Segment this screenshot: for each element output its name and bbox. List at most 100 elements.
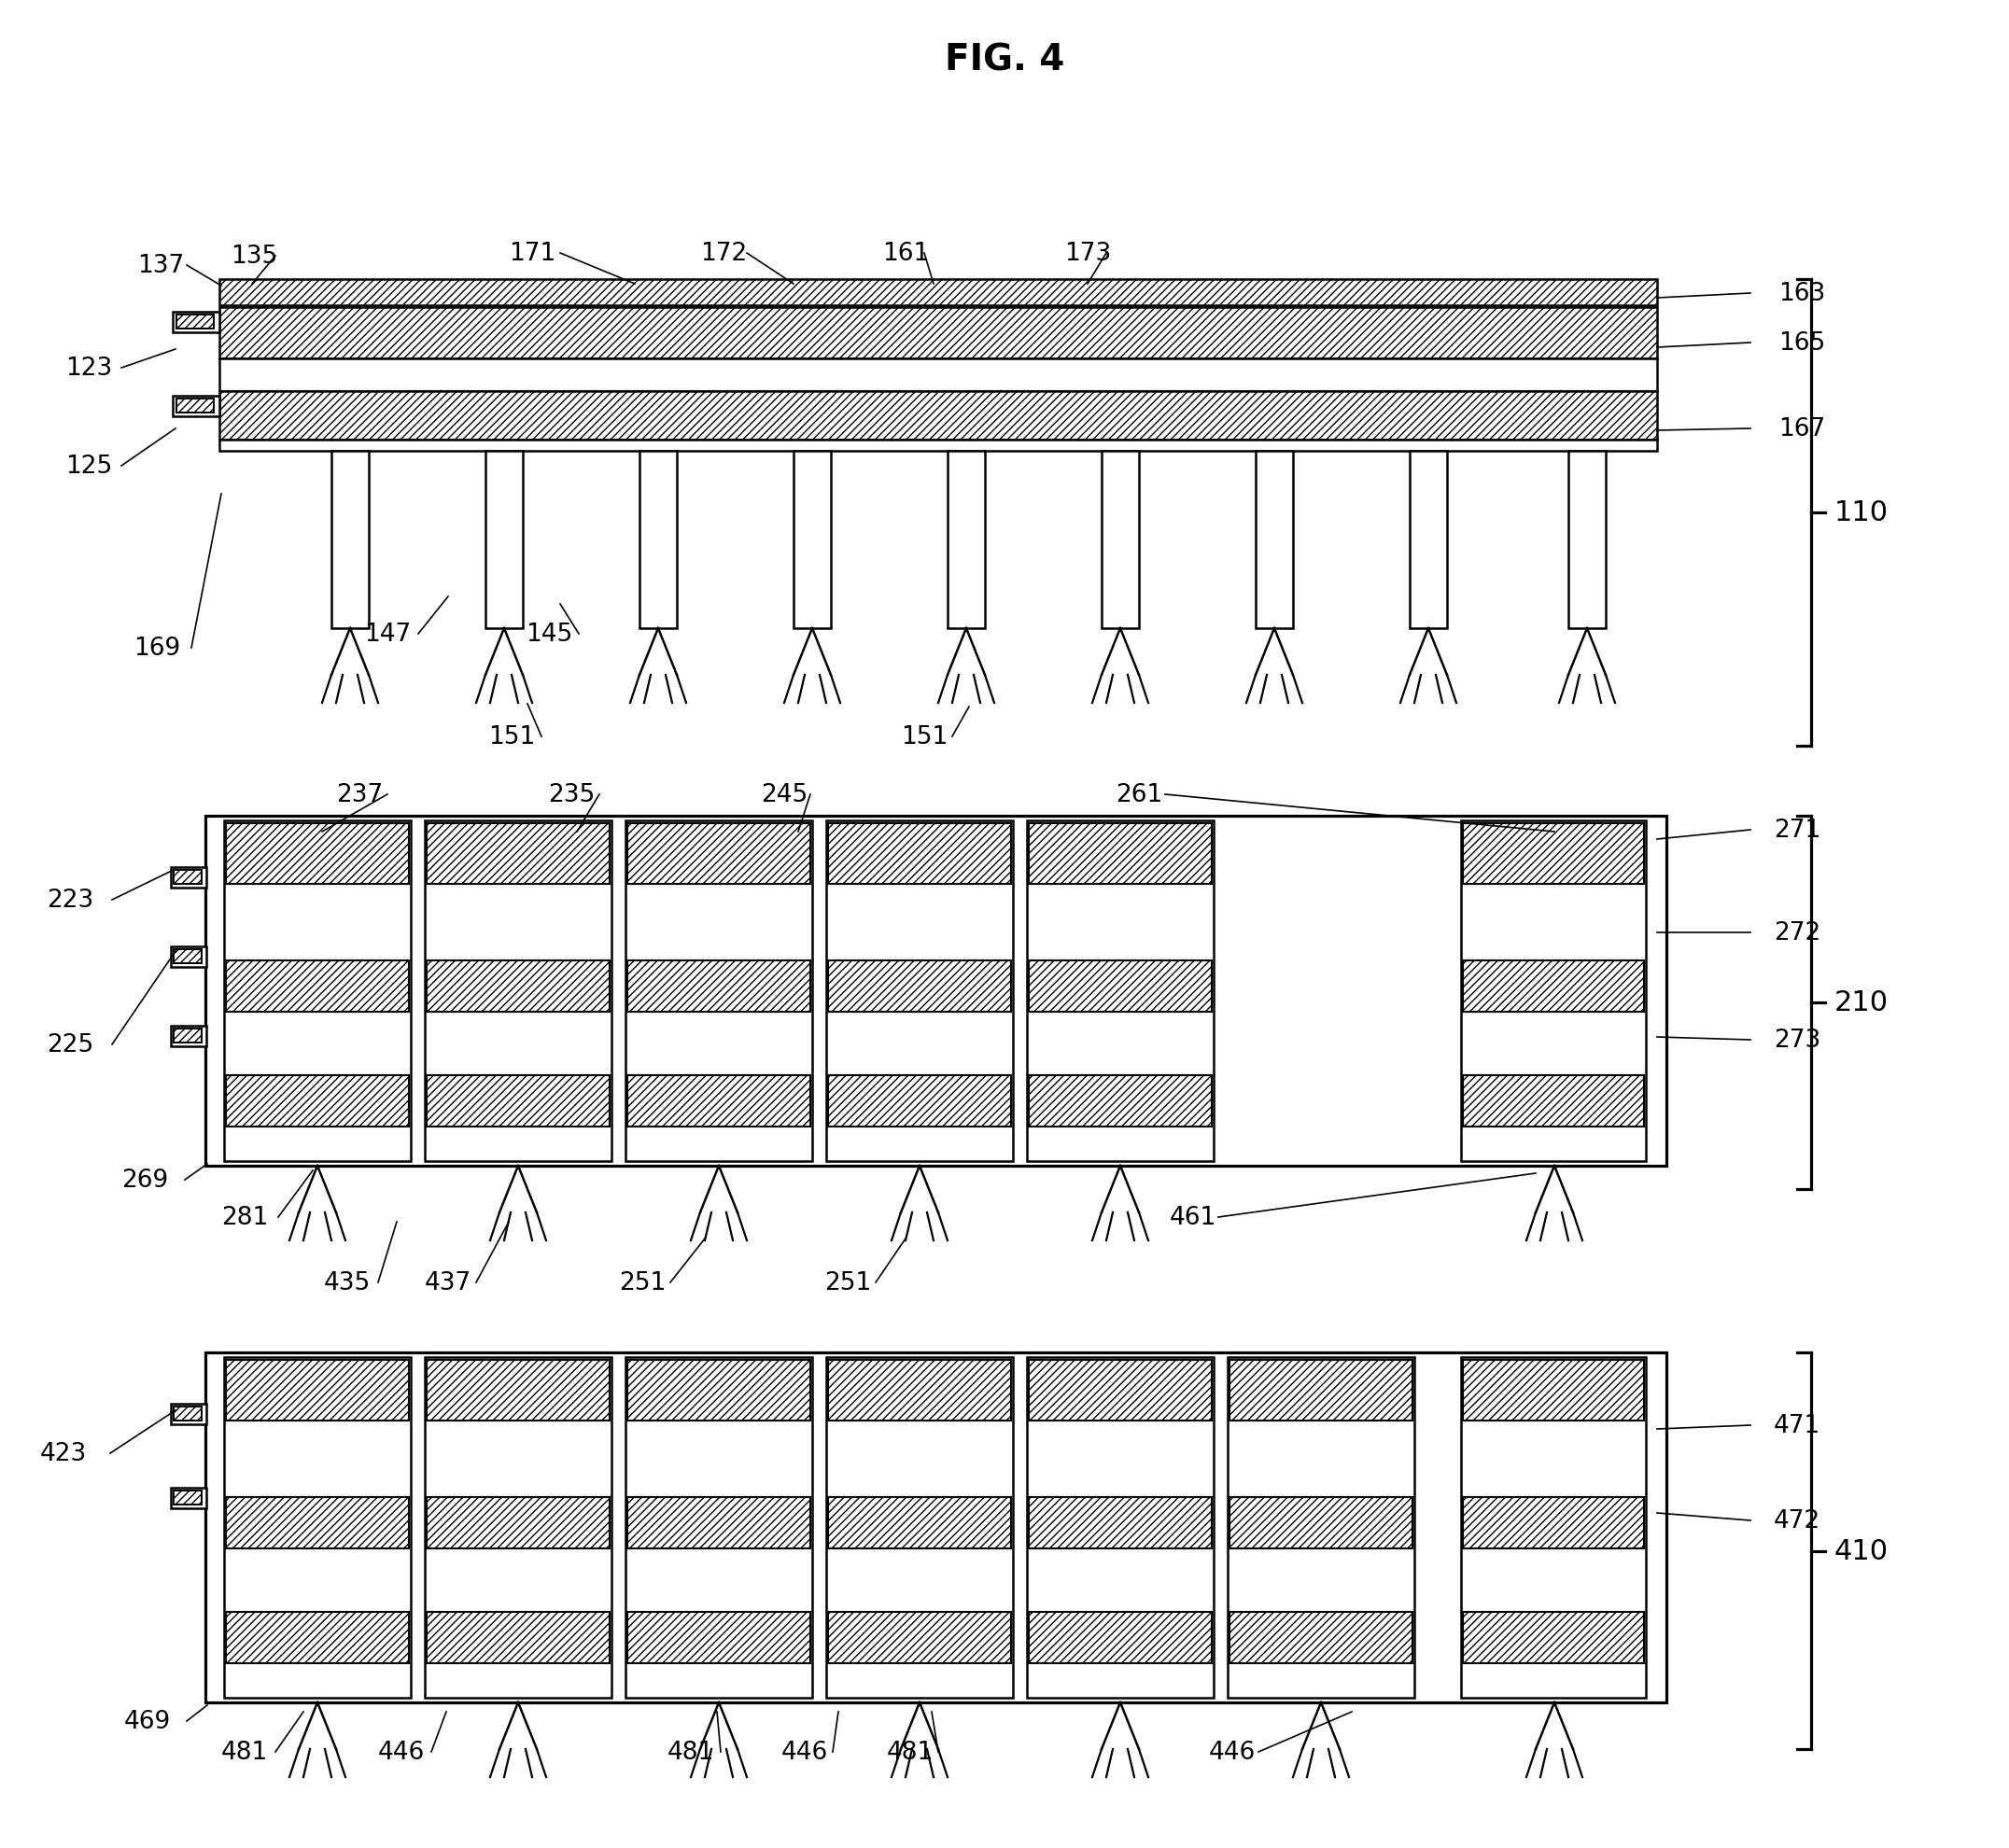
- Text: 225: 225: [46, 1033, 94, 1057]
- Text: 273: 273: [1774, 1027, 1820, 1052]
- Bar: [1101, 451, 1139, 628]
- Bar: [1461, 821, 1645, 1161]
- Text: FIG. 4: FIG. 4: [944, 43, 1065, 78]
- Bar: [173, 1029, 201, 1042]
- Bar: [426, 1497, 609, 1549]
- Text: 125: 125: [64, 455, 113, 479]
- Bar: [424, 821, 611, 1161]
- Bar: [426, 1076, 609, 1127]
- Bar: [1230, 1360, 1412, 1421]
- Bar: [225, 1611, 410, 1663]
- Text: 123: 123: [64, 357, 113, 381]
- Bar: [171, 1026, 207, 1046]
- Bar: [828, 1611, 1011, 1663]
- Text: 446: 446: [782, 1739, 828, 1765]
- Text: 261: 261: [1115, 784, 1163, 808]
- Bar: [173, 950, 201, 963]
- Bar: [177, 399, 213, 414]
- Bar: [1029, 824, 1211, 885]
- Bar: [1410, 451, 1446, 628]
- Bar: [625, 821, 812, 1161]
- Bar: [219, 279, 1657, 307]
- Text: 165: 165: [1778, 331, 1826, 355]
- Bar: [173, 1406, 201, 1421]
- Bar: [1029, 1497, 1211, 1549]
- Text: 435: 435: [323, 1271, 372, 1295]
- Bar: [424, 1356, 611, 1698]
- Text: 446: 446: [378, 1739, 424, 1765]
- Bar: [1029, 1360, 1211, 1421]
- Text: 481: 481: [221, 1739, 267, 1765]
- Text: 237: 237: [336, 784, 384, 808]
- Bar: [219, 392, 1657, 440]
- Bar: [826, 1356, 1013, 1698]
- Bar: [627, 1076, 810, 1127]
- Text: 171: 171: [508, 242, 556, 266]
- Bar: [426, 961, 609, 1013]
- Bar: [627, 1497, 810, 1549]
- Text: 481: 481: [886, 1739, 934, 1765]
- Bar: [1027, 821, 1213, 1161]
- Bar: [171, 1488, 207, 1508]
- Bar: [1461, 1356, 1645, 1698]
- Bar: [426, 1360, 609, 1421]
- Text: 437: 437: [424, 1271, 472, 1295]
- Bar: [627, 1611, 810, 1663]
- Bar: [828, 961, 1011, 1013]
- Bar: [205, 817, 1665, 1166]
- Bar: [828, 1360, 1011, 1421]
- Bar: [1463, 961, 1643, 1013]
- Text: 169: 169: [133, 636, 181, 660]
- Bar: [1029, 1611, 1211, 1663]
- Bar: [205, 1353, 1665, 1702]
- Text: 173: 173: [1065, 242, 1111, 266]
- Bar: [173, 870, 201, 885]
- Bar: [1230, 1497, 1412, 1549]
- Bar: [225, 961, 410, 1013]
- Bar: [1029, 961, 1211, 1013]
- Bar: [225, 1356, 410, 1698]
- Bar: [1463, 1611, 1643, 1663]
- Text: 167: 167: [1778, 418, 1826, 442]
- Bar: [219, 359, 1657, 392]
- Bar: [1227, 1356, 1414, 1698]
- Text: 410: 410: [1834, 1538, 1888, 1565]
- Bar: [173, 312, 219, 333]
- Text: 481: 481: [667, 1739, 715, 1765]
- Bar: [1029, 1076, 1211, 1127]
- Text: 281: 281: [221, 1205, 267, 1229]
- Bar: [426, 1611, 609, 1663]
- Text: 235: 235: [548, 784, 595, 808]
- Bar: [1027, 1356, 1213, 1698]
- Text: 251: 251: [619, 1271, 665, 1295]
- Text: 272: 272: [1774, 920, 1820, 944]
- Bar: [627, 824, 810, 885]
- Bar: [1463, 1076, 1643, 1127]
- Text: 269: 269: [121, 1168, 169, 1192]
- Text: 135: 135: [231, 244, 277, 268]
- Bar: [625, 1356, 812, 1698]
- Bar: [331, 451, 370, 628]
- Text: 251: 251: [824, 1271, 872, 1295]
- Bar: [627, 1360, 810, 1421]
- Bar: [948, 451, 984, 628]
- Bar: [627, 961, 810, 1013]
- Bar: [171, 867, 207, 889]
- Bar: [173, 1491, 201, 1504]
- Bar: [177, 316, 213, 329]
- Text: 151: 151: [900, 724, 948, 748]
- Text: 245: 245: [761, 784, 808, 808]
- Text: 145: 145: [526, 623, 573, 647]
- Text: 461: 461: [1169, 1205, 1217, 1229]
- Bar: [486, 451, 522, 628]
- Bar: [1230, 1611, 1412, 1663]
- Bar: [1256, 451, 1294, 628]
- Bar: [219, 440, 1657, 451]
- Bar: [1463, 1360, 1643, 1421]
- Text: 151: 151: [488, 724, 534, 748]
- Text: 161: 161: [882, 242, 928, 266]
- Text: 471: 471: [1774, 1414, 1820, 1438]
- Text: 110: 110: [1834, 499, 1888, 527]
- Bar: [1569, 451, 1605, 628]
- Bar: [639, 451, 677, 628]
